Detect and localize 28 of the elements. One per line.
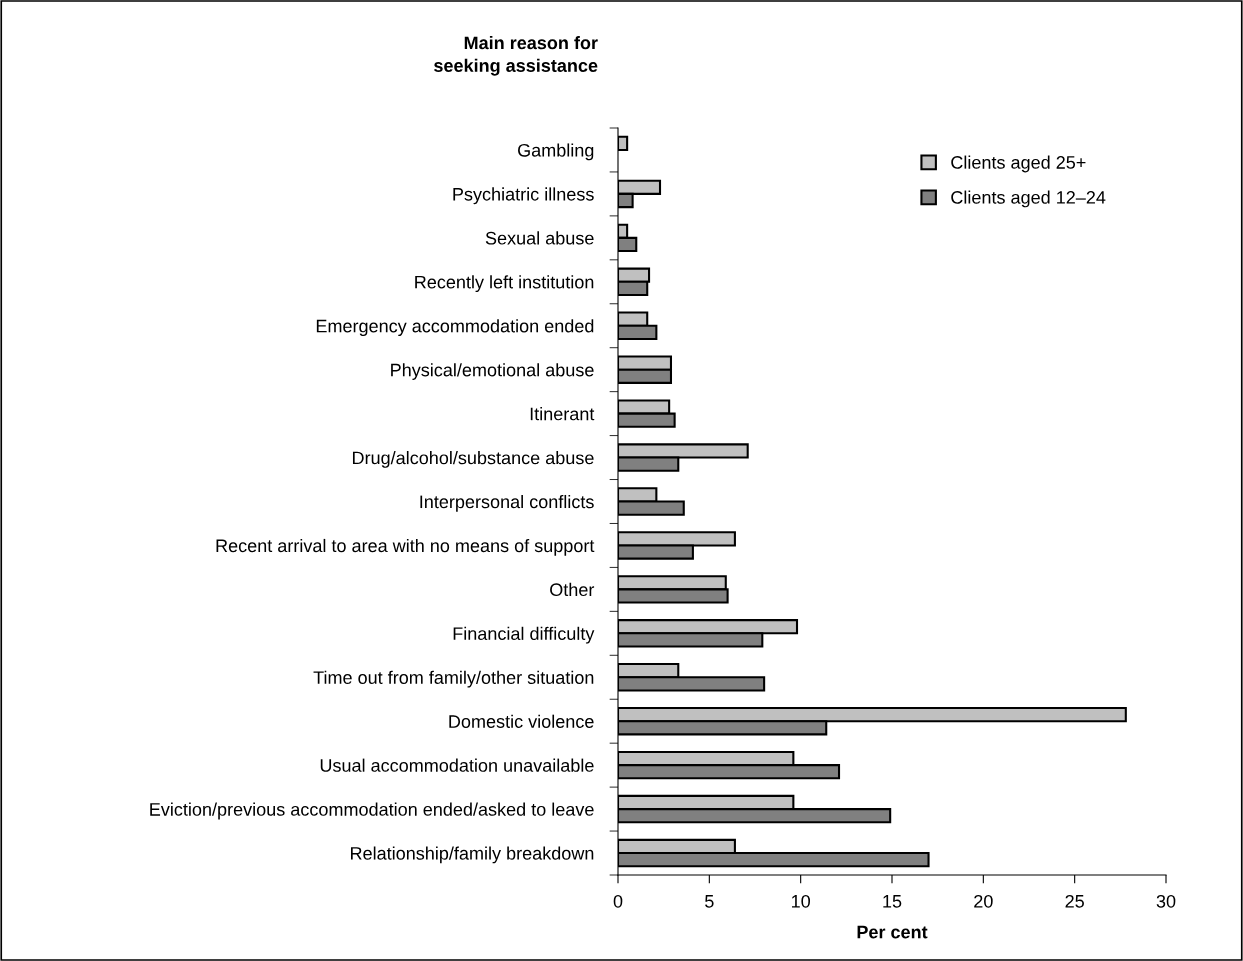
- y-tick-label: Usual accommodation unavailable: [320, 758, 594, 772]
- x-tick-label: 30: [1156, 894, 1176, 908]
- y-tick-label: Other: [550, 582, 595, 597]
- y-tick-label: Emergency accommodation ended: [316, 319, 594, 337]
- x-tick-label: 0: [613, 894, 623, 908]
- y-tick-label: Relationship/family breakdown: [351, 846, 594, 864]
- y-tick-label: Recently left institution: [415, 275, 594, 293]
- y-tick-label: Eviction/previous accommodation ended/asked to leave: [150, 802, 594, 820]
- y-tick-label: Psychiatric illness: [453, 187, 594, 205]
- x-tick-label: 15: [883, 895, 902, 908]
- legend-label: Clients aged 25+: [951, 155, 1086, 173]
- y-tick-label: Interpersonal conflicts: [420, 494, 594, 512]
- y-tick-label: Drug/alcohol/substance abuse: [352, 451, 594, 468]
- y-tick-label: Sexual abuse: [485, 231, 594, 245]
- text: Main reason for seeking assistance: [434, 36, 598, 76]
- y-tick-label: Financial difficulty: [453, 626, 595, 644]
- x-axis-title: Per cent: [857, 925, 928, 939]
- y-tick-label: Gambling: [518, 143, 594, 161]
- y-tick-label: Domestic violence: [449, 714, 594, 728]
- x-tick-label: 25: [1065, 894, 1084, 908]
- legend-label: Clients aged 12–24: [951, 190, 1106, 208]
- x-tick-label: 10: [792, 894, 810, 908]
- y-tick-label: Recent arrival to area with no means of support: [216, 538, 595, 556]
- x-tick-label: 5: [705, 895, 714, 908]
- y-tick-label: Physical/emotional abuse: [391, 363, 594, 380]
- y-tick-label: Itinerant: [530, 407, 595, 421]
- x-tick-label: 20: [974, 894, 993, 908]
- y-tick-label: Time out from family/other situation: [313, 670, 594, 688]
